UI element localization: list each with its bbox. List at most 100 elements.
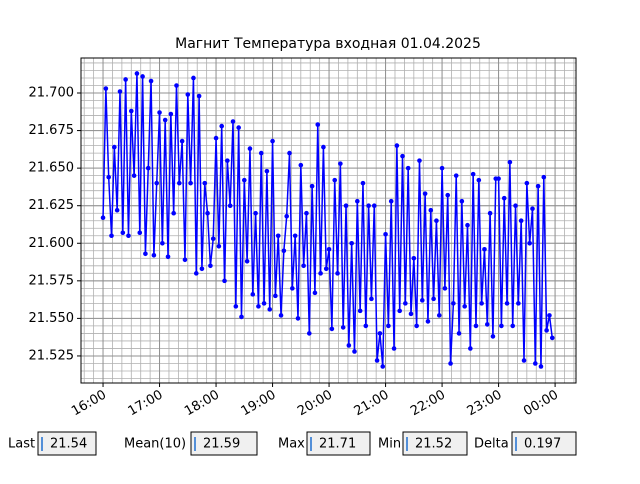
point <box>383 231 388 237</box>
y-tick-label: 21.575 <box>29 273 75 288</box>
field: Delta 0.197 <box>474 431 577 456</box>
point <box>530 206 535 212</box>
point <box>143 251 148 257</box>
field-value: 21.54 <box>50 437 87 452</box>
point <box>507 159 513 165</box>
point <box>148 78 154 84</box>
point <box>369 296 374 302</box>
point <box>179 138 185 144</box>
point <box>456 331 462 336</box>
point <box>332 177 338 183</box>
field-box <box>37 431 97 456</box>
point <box>518 218 524 224</box>
point <box>453 173 459 178</box>
point <box>544 328 549 333</box>
point <box>462 304 467 309</box>
point <box>549 335 555 341</box>
point <box>323 266 329 272</box>
point <box>236 125 241 130</box>
point <box>417 158 422 163</box>
point <box>177 180 182 186</box>
point <box>547 313 552 318</box>
point <box>403 301 408 306</box>
field: Min 21.52 <box>378 431 468 456</box>
point <box>501 195 507 201</box>
point <box>295 316 301 321</box>
point <box>256 304 261 309</box>
point <box>191 75 196 81</box>
point <box>157 110 162 115</box>
point <box>533 361 538 366</box>
field: Mean(10) 21.59 <box>124 431 258 456</box>
point <box>109 233 114 239</box>
point <box>117 89 123 94</box>
point <box>225 158 230 163</box>
field-box <box>190 431 258 456</box>
point <box>193 271 199 276</box>
y-tick-label: 21.625 <box>29 198 75 213</box>
point <box>391 346 397 351</box>
point <box>205 210 210 216</box>
point <box>244 258 250 264</box>
point <box>278 313 284 318</box>
y-tick-label: 21.650 <box>29 161 75 176</box>
point <box>239 314 244 320</box>
point <box>439 165 445 171</box>
point <box>355 198 360 204</box>
point <box>482 246 487 252</box>
point <box>366 203 371 208</box>
point <box>306 331 312 336</box>
point <box>120 230 126 236</box>
point <box>208 263 213 269</box>
point <box>318 271 323 276</box>
point <box>371 203 377 208</box>
point <box>114 207 120 213</box>
point <box>397 308 402 314</box>
point <box>431 296 436 302</box>
field: Last 21.54 <box>8 431 97 456</box>
point <box>162 117 168 123</box>
point <box>335 271 340 276</box>
point <box>516 301 521 306</box>
point <box>210 236 216 242</box>
field-value: 21.52 <box>415 437 452 452</box>
field-label: Min <box>378 437 401 452</box>
point <box>473 323 479 329</box>
point <box>394 143 400 148</box>
point <box>479 301 484 306</box>
field-box <box>402 431 468 456</box>
point <box>154 180 160 186</box>
point <box>315 122 321 127</box>
point <box>301 263 306 269</box>
point <box>338 161 343 166</box>
point <box>103 86 109 91</box>
y-tick-label: 21.700 <box>29 86 75 101</box>
point <box>388 198 394 204</box>
point <box>422 191 428 196</box>
point <box>321 144 326 150</box>
field-label: Max <box>278 437 305 452</box>
point <box>535 183 541 189</box>
field-label: Delta <box>474 437 509 452</box>
point <box>165 254 171 260</box>
point <box>267 307 273 312</box>
y-tick-label: 21.550 <box>29 311 75 326</box>
point <box>275 233 281 239</box>
point <box>352 349 357 354</box>
point <box>137 230 143 236</box>
point <box>264 168 270 174</box>
point <box>326 246 332 252</box>
point <box>414 323 419 329</box>
point <box>538 364 544 369</box>
point <box>281 248 287 254</box>
chart-title: Магнит Температура входная 01.04.2025 <box>175 36 481 52</box>
point <box>151 252 157 258</box>
point <box>216 243 222 249</box>
series-line <box>102 73 554 367</box>
point <box>459 198 465 204</box>
point <box>541 174 547 180</box>
point <box>270 138 275 144</box>
point <box>349 240 354 246</box>
field-box <box>306 431 371 456</box>
point <box>343 203 349 208</box>
